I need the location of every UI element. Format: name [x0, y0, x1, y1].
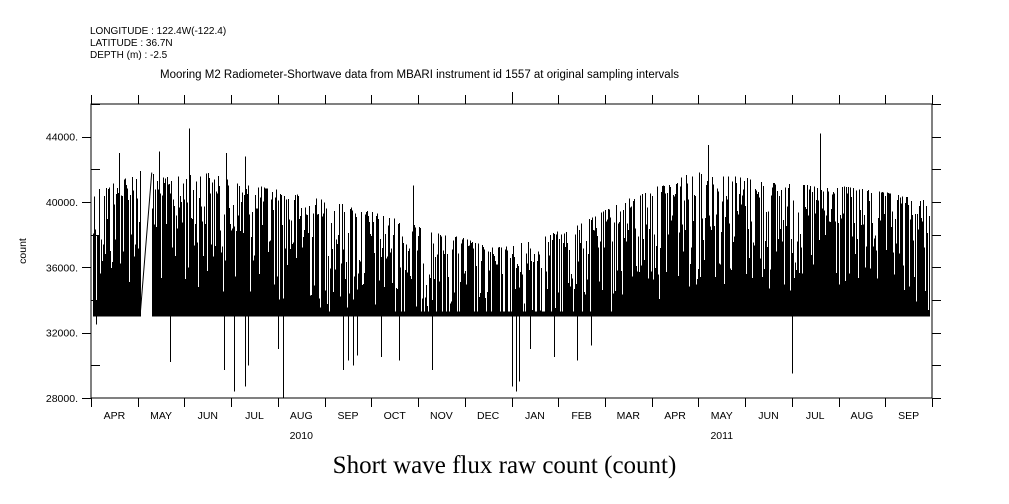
y-tick-label: 44000.	[46, 132, 78, 144]
depth-label: DEPTH (m) : -2.5	[90, 50, 168, 61]
y-axis-label: count	[17, 238, 29, 264]
plot-frame	[90, 103, 933, 399]
x-tick-label: NOV	[430, 410, 453, 422]
chart-title: Mooring M2 Radiometer-Shortwave data fro…	[160, 69, 680, 81]
x-tick-label: APR	[664, 410, 686, 422]
x-tick-label: DEC	[477, 410, 500, 422]
x-tick-label: JUN	[198, 410, 218, 422]
x-tick-label: SEP	[337, 410, 358, 422]
x-tick-label: JUL	[245, 410, 264, 422]
x-tick-label: APR	[104, 410, 126, 422]
y-tick-label: 32000.	[46, 328, 78, 340]
x-tick-label: AUG	[851, 410, 874, 422]
year-label: 2011	[710, 430, 733, 442]
y-tick-label: 40000.	[46, 197, 78, 209]
latitude-label: LATITUDE : 36.7N	[90, 38, 173, 49]
longitude-label: LONGITUDE : 122.4W(-122.4)	[90, 26, 227, 37]
x-axis-label: Short wave flux raw count (count)	[332, 452, 677, 479]
y-tick-label: 36000.	[46, 262, 78, 274]
x-tick-label: OCT	[384, 410, 407, 422]
x-tick-label: MAY	[150, 410, 172, 422]
x-tick-label: AUG	[290, 410, 313, 422]
x-tick-label: FEB	[571, 410, 591, 422]
year-label: 2010	[290, 430, 314, 442]
gap-interpolation-line	[139, 172, 153, 317]
x-tick-label: MAR	[617, 410, 641, 422]
x-tick-label: JUN	[758, 410, 778, 422]
x-tick-label: MAY	[711, 410, 733, 422]
x-tick-label: JAN	[525, 410, 545, 422]
x-tick-label: SEP	[898, 410, 919, 422]
x-tick-label: JUL	[806, 410, 825, 422]
y-tick-label: 28000.	[46, 393, 78, 405]
